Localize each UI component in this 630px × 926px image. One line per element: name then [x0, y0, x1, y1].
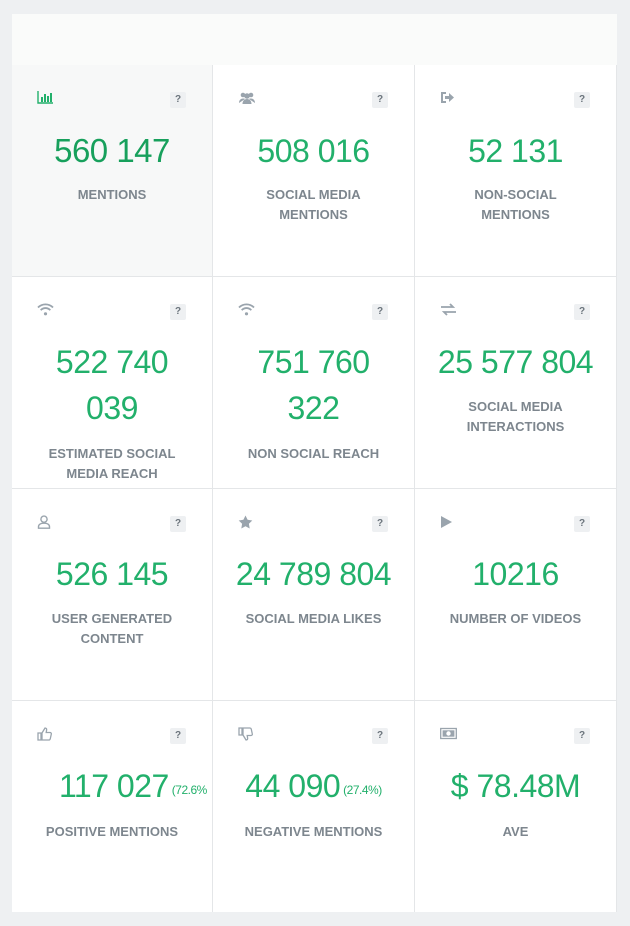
negative-mentions-count: 44 090	[245, 768, 341, 804]
money-icon	[440, 727, 457, 741]
negative-mentions-label: NEGATIVE MENTIONS	[244, 824, 383, 839]
tile-social-media-mentions[interactable]: ? 508 016 SOCIAL MEDIA MENTIONS	[213, 65, 415, 277]
tile-ave[interactable]: ? $ 78.48M AVE	[415, 701, 617, 912]
tile-number-of-videos[interactable]: ? 10216 NUMBER OF VIDEOS	[415, 489, 617, 701]
help-button[interactable]: ?	[170, 728, 186, 744]
tile-social-media-interactions[interactable]: ? 25 577 804 SOCIAL MEDIA INTERACTIONS	[415, 277, 617, 489]
help-button[interactable]: ?	[574, 728, 590, 744]
number-of-videos-value: 10216	[472, 556, 559, 592]
positive-mentions-percent: (72.6%	[171, 783, 208, 797]
social-media-mentions-label: SOCIAL MEDIA MENTIONS	[266, 187, 361, 222]
user-generated-content-label: USER GENERATED CONTENT	[51, 611, 173, 646]
non-social-mentions-value: 52 131	[468, 133, 563, 169]
star-icon	[238, 515, 254, 529]
user-icon	[37, 515, 53, 529]
thumbs-down-icon	[238, 727, 254, 741]
sign-out-icon	[440, 91, 456, 105]
help-button[interactable]: ?	[372, 92, 388, 108]
help-button[interactable]: ?	[372, 304, 388, 320]
negative-mentions-percent: (27.4%)	[343, 783, 382, 797]
help-button[interactable]: ?	[574, 304, 590, 320]
non-social-reach-value: 751 760 322	[257, 344, 370, 426]
exchange-icon	[440, 303, 456, 317]
tile-mentions[interactable]: ? 560 147 MENTIONS	[12, 65, 213, 277]
social-media-mentions-value: 508 016	[257, 133, 370, 169]
wifi-icon	[37, 303, 54, 317]
tile-social-media-likes[interactable]: ? 24 789 804 SOCIAL MEDIA LIKES	[213, 489, 415, 701]
tile-negative-mentions[interactable]: ? 44 090 (27.4%) NEGATIVE MENTIONS	[213, 701, 415, 912]
tile-positive-mentions[interactable]: ? 117 027 (72.6% POSITIVE MENTIONS	[12, 701, 213, 912]
help-button[interactable]: ?	[170, 92, 186, 108]
social-media-interactions-label: SOCIAL MEDIA INTERACTIONS	[466, 399, 565, 434]
estimated-social-media-reach-label: ESTIMATED SOCIAL MEDIA REACH	[48, 446, 176, 481]
estimated-social-media-reach-value: 522 740 039	[55, 344, 169, 426]
wifi-icon	[238, 303, 255, 317]
mentions-value: 560 147	[54, 132, 170, 169]
help-button[interactable]: ?	[170, 516, 186, 532]
tile-non-social-reach[interactable]: ? 751 760 322 NON SOCIAL REACH	[213, 277, 415, 489]
positive-mentions-label: POSITIVE MENTIONS	[45, 824, 179, 839]
non-social-mentions-label: NON-SOCIAL MENTIONS	[474, 187, 557, 222]
social-media-likes-label: SOCIAL MEDIA LIKES	[245, 611, 382, 626]
tile-user-generated-content[interactable]: ? 526 145 USER GENERATED CONTENT	[12, 489, 213, 701]
tile-non-social-mentions[interactable]: ? 52 131 NON-SOCIAL MENTIONS	[415, 65, 617, 277]
help-button[interactable]: ?	[574, 92, 590, 108]
help-button[interactable]: ?	[170, 304, 186, 320]
positive-mentions-count: 117 027	[59, 768, 169, 804]
bar-chart-icon	[37, 91, 53, 105]
tile-estimated-social-media-reach[interactable]: ? 522 740 039 ESTIMATED SOCIAL MEDIA REA…	[12, 277, 213, 489]
number-of-videos-label: NUMBER OF VIDEOS	[449, 611, 582, 626]
thumbs-up-icon	[37, 727, 53, 741]
users-icon	[238, 91, 255, 105]
social-media-likes-value: 24 789 804	[235, 556, 392, 592]
panel-header	[12, 14, 617, 65]
positive-mentions-value: 117 027 (72.6%	[32, 763, 207, 809]
help-button[interactable]: ?	[372, 516, 388, 532]
help-button[interactable]: ?	[574, 516, 590, 532]
help-button[interactable]: ?	[372, 728, 388, 744]
social-media-interactions-value: 25 577 804	[437, 344, 594, 380]
play-icon	[440, 515, 456, 529]
non-social-reach-label: NON SOCIAL REACH	[247, 446, 380, 461]
ave-label: AVE	[502, 824, 529, 839]
mentions-label: MENTIONS	[77, 187, 147, 202]
mentions-summary-panel: ? 560 147 MENTIONS ? 508 016 SOCIAL MEDI…	[12, 14, 617, 912]
negative-mentions-value: 44 090 (27.4%)	[213, 763, 414, 809]
user-generated-content-value: 526 145	[55, 556, 169, 592]
ave-value: $ 78.48M	[450, 768, 581, 804]
